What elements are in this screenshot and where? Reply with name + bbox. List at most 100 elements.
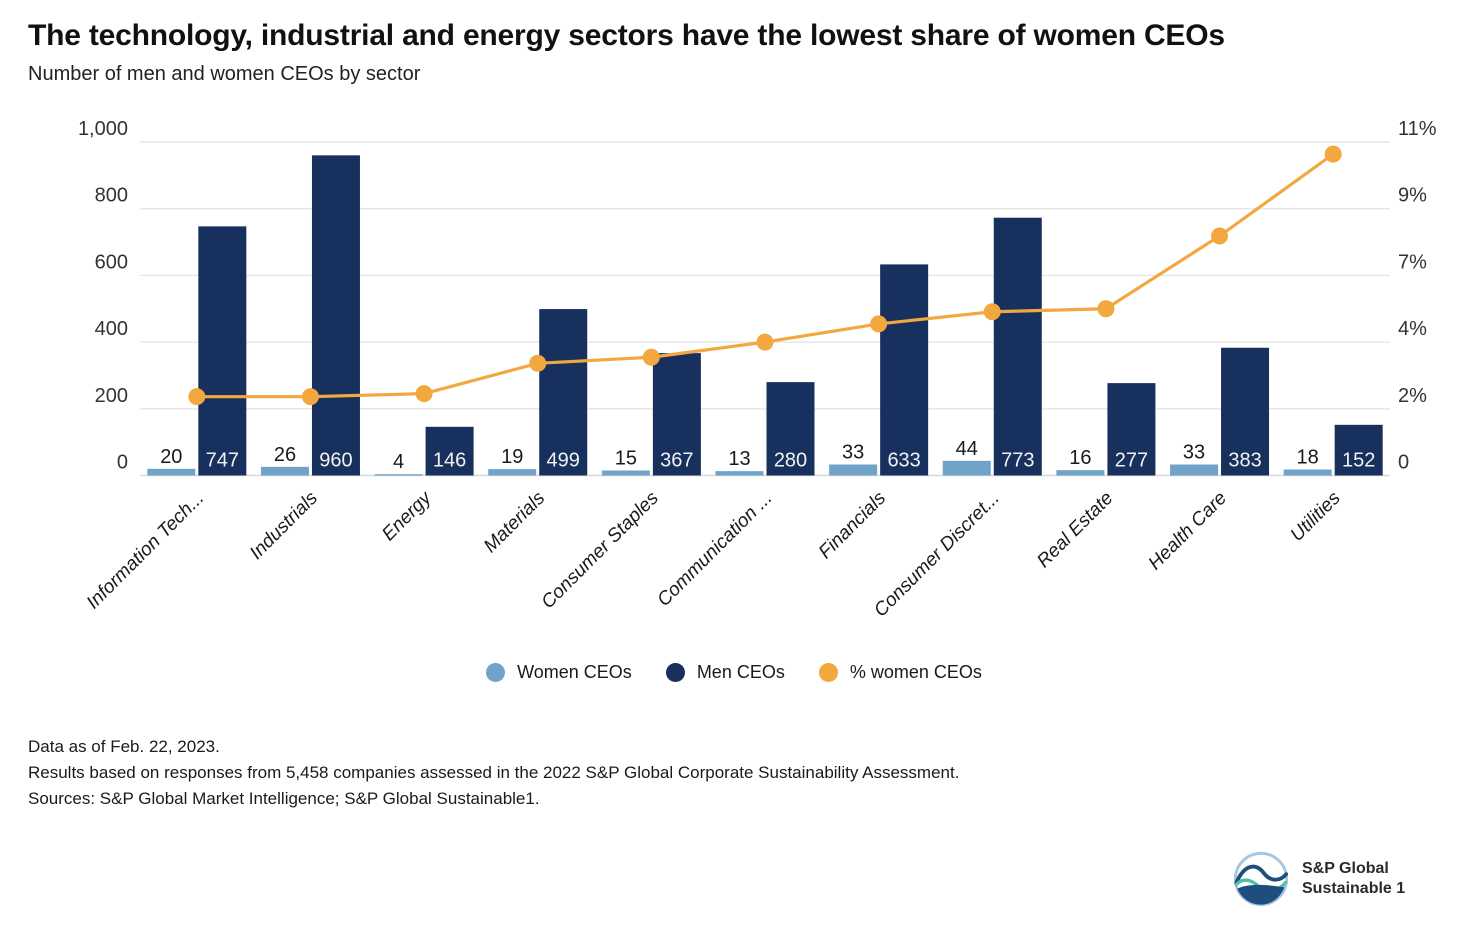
chart-header: The technology, industrial and energy se… bbox=[28, 18, 1440, 86]
bar-women bbox=[829, 464, 878, 476]
right-axis-tick: 4% bbox=[1398, 318, 1427, 340]
pct-women-point bbox=[1097, 300, 1115, 318]
bar-men bbox=[539, 309, 588, 476]
women-value-label: 4 bbox=[393, 451, 404, 473]
men-value-label: 383 bbox=[1228, 450, 1261, 472]
footnote-methodology: Results based on responses from 5,458 co… bbox=[28, 763, 960, 782]
pct-women-point bbox=[756, 333, 774, 351]
men-value-label: 499 bbox=[547, 450, 580, 472]
page-title: The technology, industrial and energy se… bbox=[28, 19, 1225, 52]
pct-women-point bbox=[870, 315, 888, 333]
chart-area: 0 0 200 2% 400 4% 600 7% 800 9% 1,000 11% 20 747 Infor… bbox=[0, 100, 1468, 648]
left-axis-tick: 600 bbox=[95, 251, 128, 273]
footnote-sources: Sources: S&P Global Market Intelligence;… bbox=[28, 789, 540, 808]
sp-sustainable1-wave-icon bbox=[1233, 851, 1289, 907]
pct-women-point bbox=[529, 354, 547, 372]
bar-women bbox=[1283, 469, 1332, 476]
footnotes: Data as of Feb. 22, 2023. Results based … bbox=[28, 734, 1440, 812]
bar-men bbox=[425, 426, 474, 476]
left-axis-tick: 200 bbox=[95, 385, 128, 407]
left-axis-tick: 400 bbox=[95, 318, 128, 340]
category-label: Health Care bbox=[1145, 488, 1232, 575]
legend-label: % women CEOs bbox=[849, 662, 982, 682]
bar-women bbox=[715, 471, 764, 476]
men-value-label: 773 bbox=[1001, 450, 1034, 472]
bar-men bbox=[198, 226, 247, 476]
women-value-label: 33 bbox=[842, 441, 864, 463]
women-value-label: 16 bbox=[1069, 447, 1091, 469]
bar-women bbox=[260, 466, 309, 476]
category-label: Communication ... bbox=[653, 488, 776, 611]
men-value-label: 367 bbox=[660, 450, 693, 472]
right-axis-tick: 7% bbox=[1398, 251, 1427, 273]
category-label: Consumer Staples bbox=[538, 487, 664, 613]
women-ceos-swatch-icon bbox=[486, 663, 506, 682]
right-axis-tick: 11% bbox=[1398, 118, 1437, 140]
men-value-label: 280 bbox=[774, 450, 807, 472]
bar-men bbox=[1107, 383, 1156, 476]
men-ceos-swatch-icon bbox=[665, 663, 685, 682]
left-axis-tick: 800 bbox=[95, 185, 128, 207]
bar-women bbox=[942, 460, 991, 476]
bar-men bbox=[311, 155, 360, 476]
pct-women-point bbox=[1324, 145, 1342, 163]
category-label: Financials bbox=[815, 487, 891, 563]
men-value-label: 277 bbox=[1115, 450, 1148, 472]
bar-men bbox=[1221, 347, 1270, 476]
footnote-data-date: Data as of Feb. 22, 2023. bbox=[28, 737, 220, 756]
right-axis-tick: 0 bbox=[1398, 452, 1409, 474]
category-label: Real Estate bbox=[1033, 488, 1117, 572]
bar-women bbox=[374, 474, 423, 476]
women-value-label: 18 bbox=[1297, 446, 1319, 468]
women-value-label: 44 bbox=[956, 438, 978, 460]
bar-women bbox=[147, 468, 196, 476]
women-value-label: 33 bbox=[1183, 441, 1205, 463]
bar-men bbox=[652, 353, 701, 476]
men-value-label: 960 bbox=[319, 450, 352, 472]
women-value-label: 15 bbox=[615, 447, 637, 469]
women-value-label: 26 bbox=[274, 444, 296, 466]
men-value-label: 146 bbox=[433, 450, 466, 472]
chart-legend: Women CEOs Men CEOs % women CEOs bbox=[0, 662, 1468, 683]
logo-wordmark: S&P Global Sustainable 1 bbox=[1302, 859, 1405, 899]
pct-women-ceos-swatch-icon bbox=[818, 663, 838, 682]
bar-men bbox=[880, 264, 929, 476]
legend-label: Men CEOs bbox=[696, 662, 785, 682]
left-axis-tick: 0 bbox=[117, 452, 128, 474]
bar-women bbox=[1170, 464, 1219, 476]
bar-men bbox=[993, 217, 1042, 476]
bar-women bbox=[488, 469, 537, 476]
pct-women-point bbox=[983, 303, 1001, 321]
men-value-label: 633 bbox=[887, 450, 920, 472]
women-value-label: 19 bbox=[501, 446, 523, 468]
right-axis-tick: 9% bbox=[1398, 185, 1427, 207]
logo-line-1: S&P Global bbox=[1302, 860, 1389, 877]
left-axis-tick: 1,000 bbox=[78, 118, 128, 140]
ceo-chart: 0 0 200 2% 400 4% 600 7% 800 9% 1,000 11% 20 747 Infor… bbox=[78, 118, 1437, 622]
pct-women-point bbox=[642, 348, 660, 366]
women-value-label: 20 bbox=[160, 446, 182, 468]
category-label: Industrials bbox=[246, 487, 322, 563]
pct-women-point bbox=[1211, 227, 1229, 245]
legend-item-women-ceos: Women CEOs bbox=[486, 662, 632, 683]
women-value-label: 13 bbox=[728, 448, 750, 470]
pct-women-point bbox=[415, 385, 433, 403]
category-label: Energy bbox=[378, 487, 436, 545]
pct-women-point bbox=[301, 388, 319, 406]
bar-men bbox=[1334, 424, 1383, 476]
sp-global-sustainable1-logo: S&P Global Sustainable 1 bbox=[1232, 850, 1405, 908]
category-label: Utilities bbox=[1287, 487, 1345, 545]
logo-line-2: Sustainable 1 bbox=[1302, 880, 1406, 897]
page-subtitle: Number of men and women CEOs by sector bbox=[28, 63, 421, 85]
right-axis-tick: 2% bbox=[1398, 385, 1427, 407]
category-label: Consumer Discret... bbox=[870, 488, 1004, 622]
bar-men bbox=[766, 382, 815, 476]
bar-women bbox=[601, 470, 650, 476]
category-label: Materials bbox=[480, 487, 550, 557]
men-value-label: 747 bbox=[206, 450, 239, 472]
bar-women bbox=[1056, 470, 1105, 476]
pct-women-point bbox=[188, 388, 206, 406]
legend-label: Women CEOs bbox=[517, 662, 632, 682]
legend-item-pct-women-ceos: % women CEOs bbox=[818, 662, 982, 683]
